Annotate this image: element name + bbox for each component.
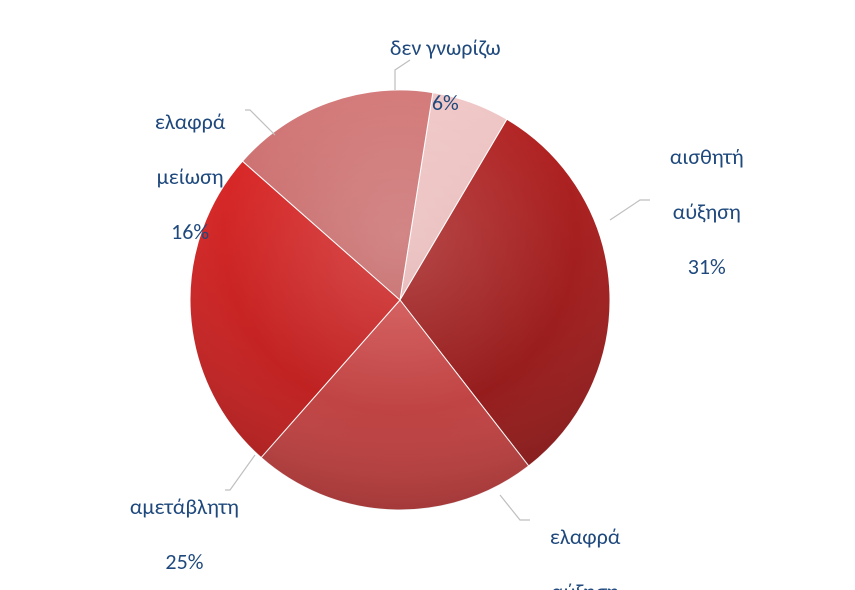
leader-4 (245, 110, 275, 135)
label-1-pct: 31% (688, 253, 726, 280)
label-0-pct: 6% (432, 89, 459, 116)
label-2: ελαφρά αύξηση 22% (530, 495, 620, 590)
label-2-text: ελαφρά (550, 523, 620, 550)
label-3-pct: 25% (165, 548, 203, 575)
label-3: αμετάβλητη 25% (110, 465, 239, 590)
label-1-text: αισθητή (670, 143, 744, 170)
label-4-line2: μείωση (157, 163, 224, 190)
label-2-line2: αύξηση (551, 578, 619, 590)
pie-shade (190, 90, 610, 510)
label-4-text: ελαφρά (155, 108, 225, 135)
label-3-text: αμετάβλητη (130, 493, 239, 520)
pie-chart: δεν γνωρίζω 6% αισθητή αύξηση 31% ελαφρά… (0, 0, 855, 590)
label-1: αισθητή αύξηση 31% (650, 115, 744, 308)
label-4-pct: 16% (171, 218, 209, 245)
label-4: ελαφρά μείωση 16% (135, 80, 225, 273)
label-0-text: δεν γνωρίζω (390, 34, 501, 61)
leader-1 (610, 200, 650, 220)
leader-2 (500, 495, 530, 520)
label-1-line2: αύξηση (673, 198, 741, 225)
label-0: δεν γνωρίζω 6% (370, 6, 501, 144)
